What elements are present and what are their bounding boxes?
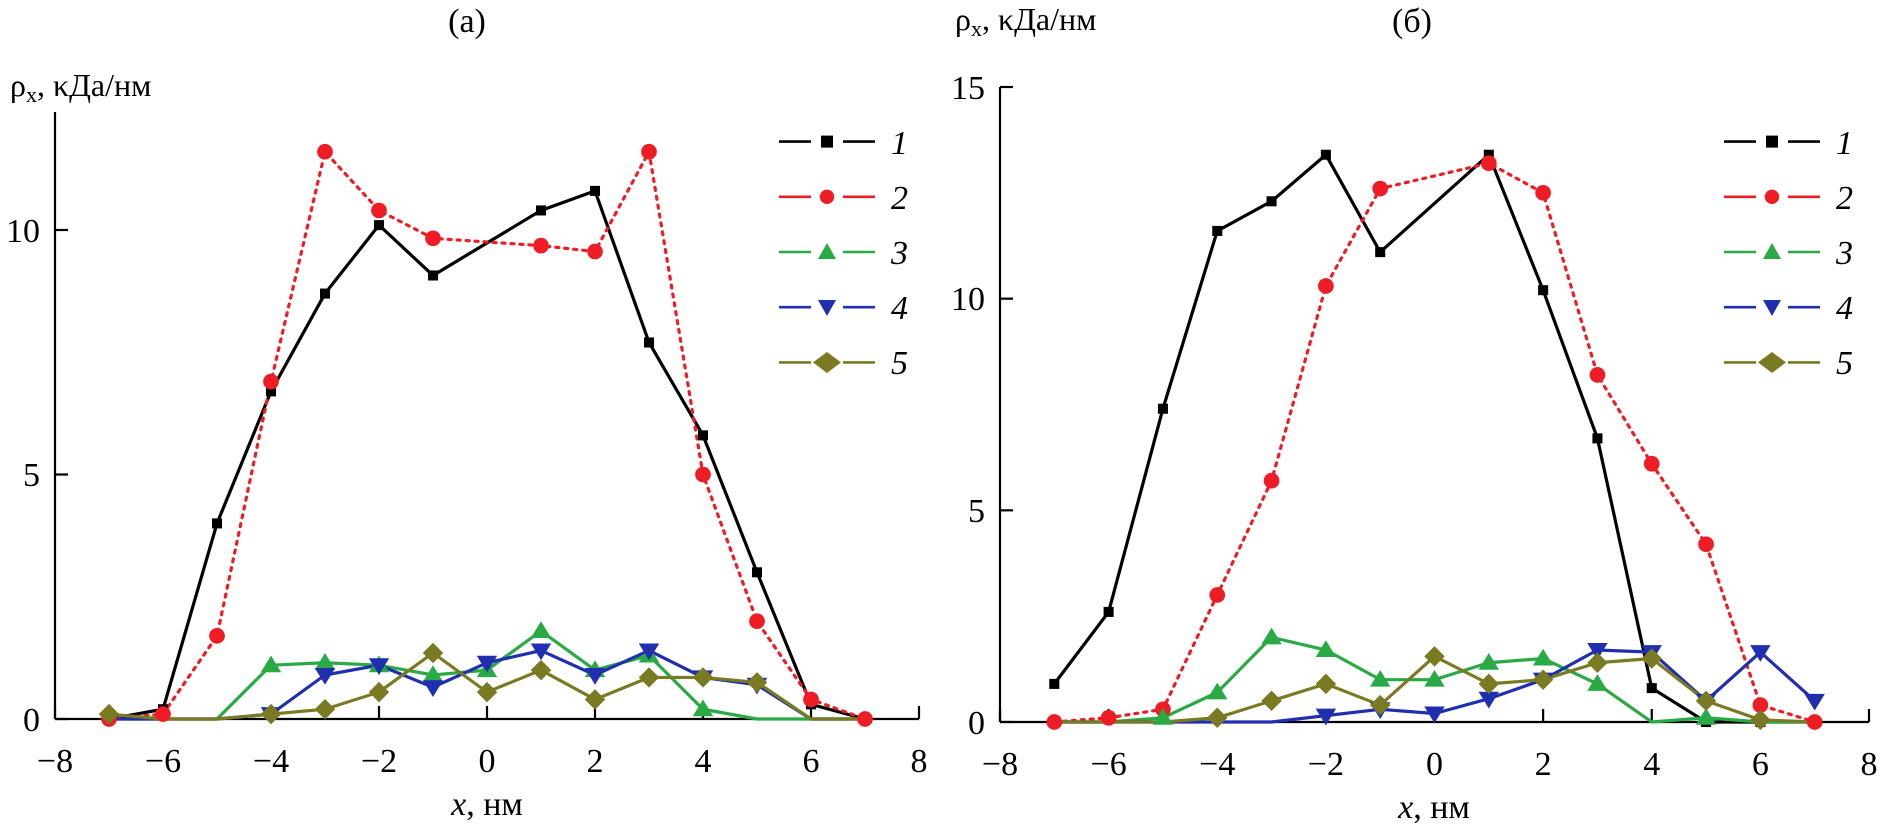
svg-text:2: 2 bbox=[1535, 746, 1552, 783]
svg-text:ρx, κДа/нм: ρx, κДа/нм bbox=[10, 67, 151, 107]
svg-text:−4: −4 bbox=[1199, 746, 1235, 783]
svg-text:4: 4 bbox=[1643, 746, 1660, 783]
svg-text:2: 2 bbox=[587, 743, 604, 780]
svg-text:−2: −2 bbox=[361, 743, 397, 780]
svg-text:(б): (б) bbox=[1392, 3, 1432, 40]
svg-text:−6: −6 bbox=[145, 743, 181, 780]
svg-text:4: 4 bbox=[695, 743, 712, 780]
svg-text:3: 3 bbox=[1835, 235, 1853, 272]
svg-text:−8: −8 bbox=[37, 743, 73, 780]
svg-text:0: 0 bbox=[968, 705, 985, 742]
svg-text:10: 10 bbox=[6, 213, 40, 250]
svg-text:0: 0 bbox=[23, 702, 40, 739]
svg-text:4: 4 bbox=[891, 290, 908, 327]
svg-text:2: 2 bbox=[891, 180, 908, 217]
svg-text:4: 4 bbox=[1836, 290, 1853, 327]
svg-text:5: 5 bbox=[891, 345, 908, 382]
svg-text:6: 6 bbox=[803, 743, 820, 780]
svg-text:2: 2 bbox=[1836, 180, 1853, 217]
svg-text:1: 1 bbox=[891, 125, 908, 162]
svg-text:8: 8 bbox=[911, 743, 928, 780]
svg-text:8: 8 bbox=[1861, 746, 1878, 783]
svg-text:0: 0 bbox=[1426, 746, 1443, 783]
svg-text:−4: −4 bbox=[253, 743, 289, 780]
svg-text:−8: −8 bbox=[982, 746, 1018, 783]
svg-text:10: 10 bbox=[951, 281, 985, 318]
svg-text:ρx, κДа/нм: ρx, κДа/нм bbox=[955, 1, 1096, 41]
svg-text:5: 5 bbox=[1836, 345, 1853, 382]
svg-text:−2: −2 bbox=[1308, 746, 1344, 783]
svg-text:1: 1 bbox=[1836, 125, 1853, 162]
svg-text:5: 5 bbox=[23, 457, 40, 494]
svg-text:3: 3 bbox=[890, 235, 908, 272]
svg-text:(a): (a) bbox=[448, 3, 486, 40]
svg-text:x, нм: x, нм bbox=[1397, 789, 1470, 826]
svg-text:5: 5 bbox=[968, 493, 985, 530]
svg-text:−6: −6 bbox=[1091, 746, 1127, 783]
svg-text:x, нм: x, нм bbox=[450, 786, 523, 823]
svg-text:6: 6 bbox=[1752, 746, 1769, 783]
svg-text:0: 0 bbox=[479, 743, 496, 780]
svg-text:15: 15 bbox=[951, 70, 985, 107]
